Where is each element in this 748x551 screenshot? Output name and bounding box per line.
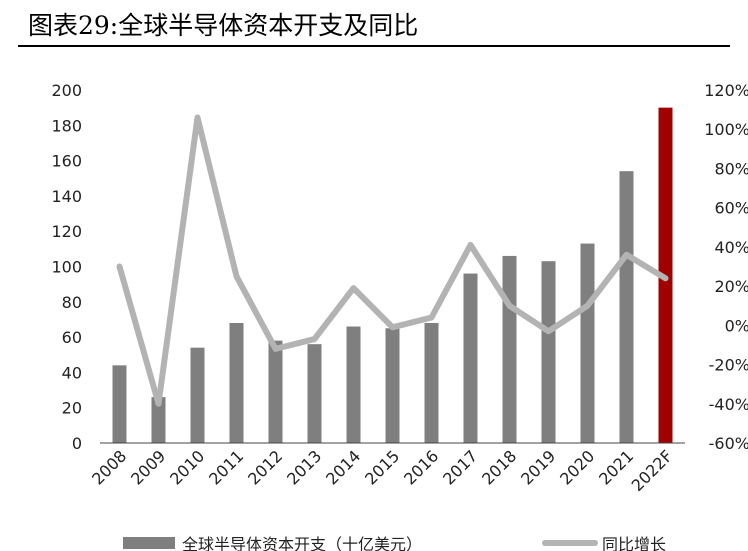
- x-axis-ticks: 2008200920102011201220132014201520162017…: [88, 446, 676, 495]
- left-tick-label: 40: [62, 363, 82, 382]
- x-tick-label: 2022F: [628, 446, 677, 495]
- left-tick-label: 200: [51, 81, 82, 100]
- right-tick-label: 0%: [725, 316, 748, 335]
- right-tick-label: -60%: [709, 434, 748, 453]
- bar-2010: [190, 347, 205, 443]
- right-tick-label: 60%: [714, 199, 748, 218]
- x-tick-label: 2009: [127, 446, 169, 488]
- bar-2021: [619, 171, 634, 443]
- bar-2014: [346, 326, 361, 443]
- left-tick-label: 100: [51, 258, 82, 277]
- bar-2016: [424, 322, 439, 443]
- left-tick-label: 180: [51, 116, 82, 135]
- bar-2011: [229, 322, 244, 443]
- right-tick-label: -40%: [709, 395, 748, 414]
- x-tick-label: 2012: [244, 446, 286, 488]
- legend: 全球半导体资本开支（十亿美元） 同比增长: [123, 535, 666, 551]
- x-tick-label: 2019: [517, 446, 559, 488]
- left-tick-label: 60: [62, 328, 82, 347]
- x-tick-label: 2008: [88, 446, 130, 488]
- right-tick-label: 80%: [714, 159, 748, 178]
- left-tick-label: 80: [62, 293, 82, 312]
- title-rule: [18, 45, 730, 47]
- bar-2018: [502, 255, 517, 443]
- x-tick-label: 2010: [166, 446, 208, 488]
- x-tick-label: 2014: [322, 446, 364, 488]
- left-tick-label: 120: [51, 222, 82, 241]
- bar-2019: [541, 261, 556, 443]
- left-tick-label: 140: [51, 187, 82, 206]
- bar-2013: [307, 344, 322, 443]
- x-tick-label: 2015: [361, 446, 403, 488]
- x-tick-label: 2020: [556, 446, 598, 488]
- chart-title: 图表29:全球半导体资本开支及同比: [28, 11, 419, 40]
- bar-2008: [112, 365, 127, 443]
- legend-bar-label: 全球半导体资本开支（十亿美元）: [182, 535, 422, 551]
- bar-2017: [463, 273, 478, 443]
- x-tick-label: 2013: [283, 446, 325, 488]
- bar-series: [112, 107, 673, 444]
- bar-2020: [580, 243, 595, 443]
- bar-2012: [268, 340, 283, 443]
- right-tick-label: 100%: [704, 120, 748, 139]
- left-tick-label: 160: [51, 152, 82, 171]
- right-tick-label: 120%: [704, 81, 748, 100]
- left-tick-label: 0: [72, 434, 82, 453]
- yoy-line-series: [116, 114, 669, 407]
- x-tick-label: 2011: [205, 446, 247, 488]
- bar-2009: [151, 397, 166, 443]
- legend-bar-swatch: [123, 537, 175, 549]
- right-tick-label: -20%: [709, 356, 748, 375]
- legend-line-label: 同比增长: [602, 535, 666, 551]
- right-tick-label: 40%: [714, 238, 748, 257]
- x-tick-label: 2018: [478, 446, 520, 488]
- right-tick-label: 20%: [714, 277, 748, 296]
- left-axis-ticks: 0 20 40 60 80 100 120 140 160 180 200: [51, 81, 82, 453]
- left-tick-label: 20: [62, 399, 82, 418]
- right-axis-ticks: -60% -40% -20% 0% 20% 40% 60% 80% 100% 120%: [704, 81, 748, 453]
- bar-2015: [385, 328, 400, 443]
- x-tick-label: 2016: [400, 446, 442, 488]
- x-tick-label: 2017: [439, 446, 481, 488]
